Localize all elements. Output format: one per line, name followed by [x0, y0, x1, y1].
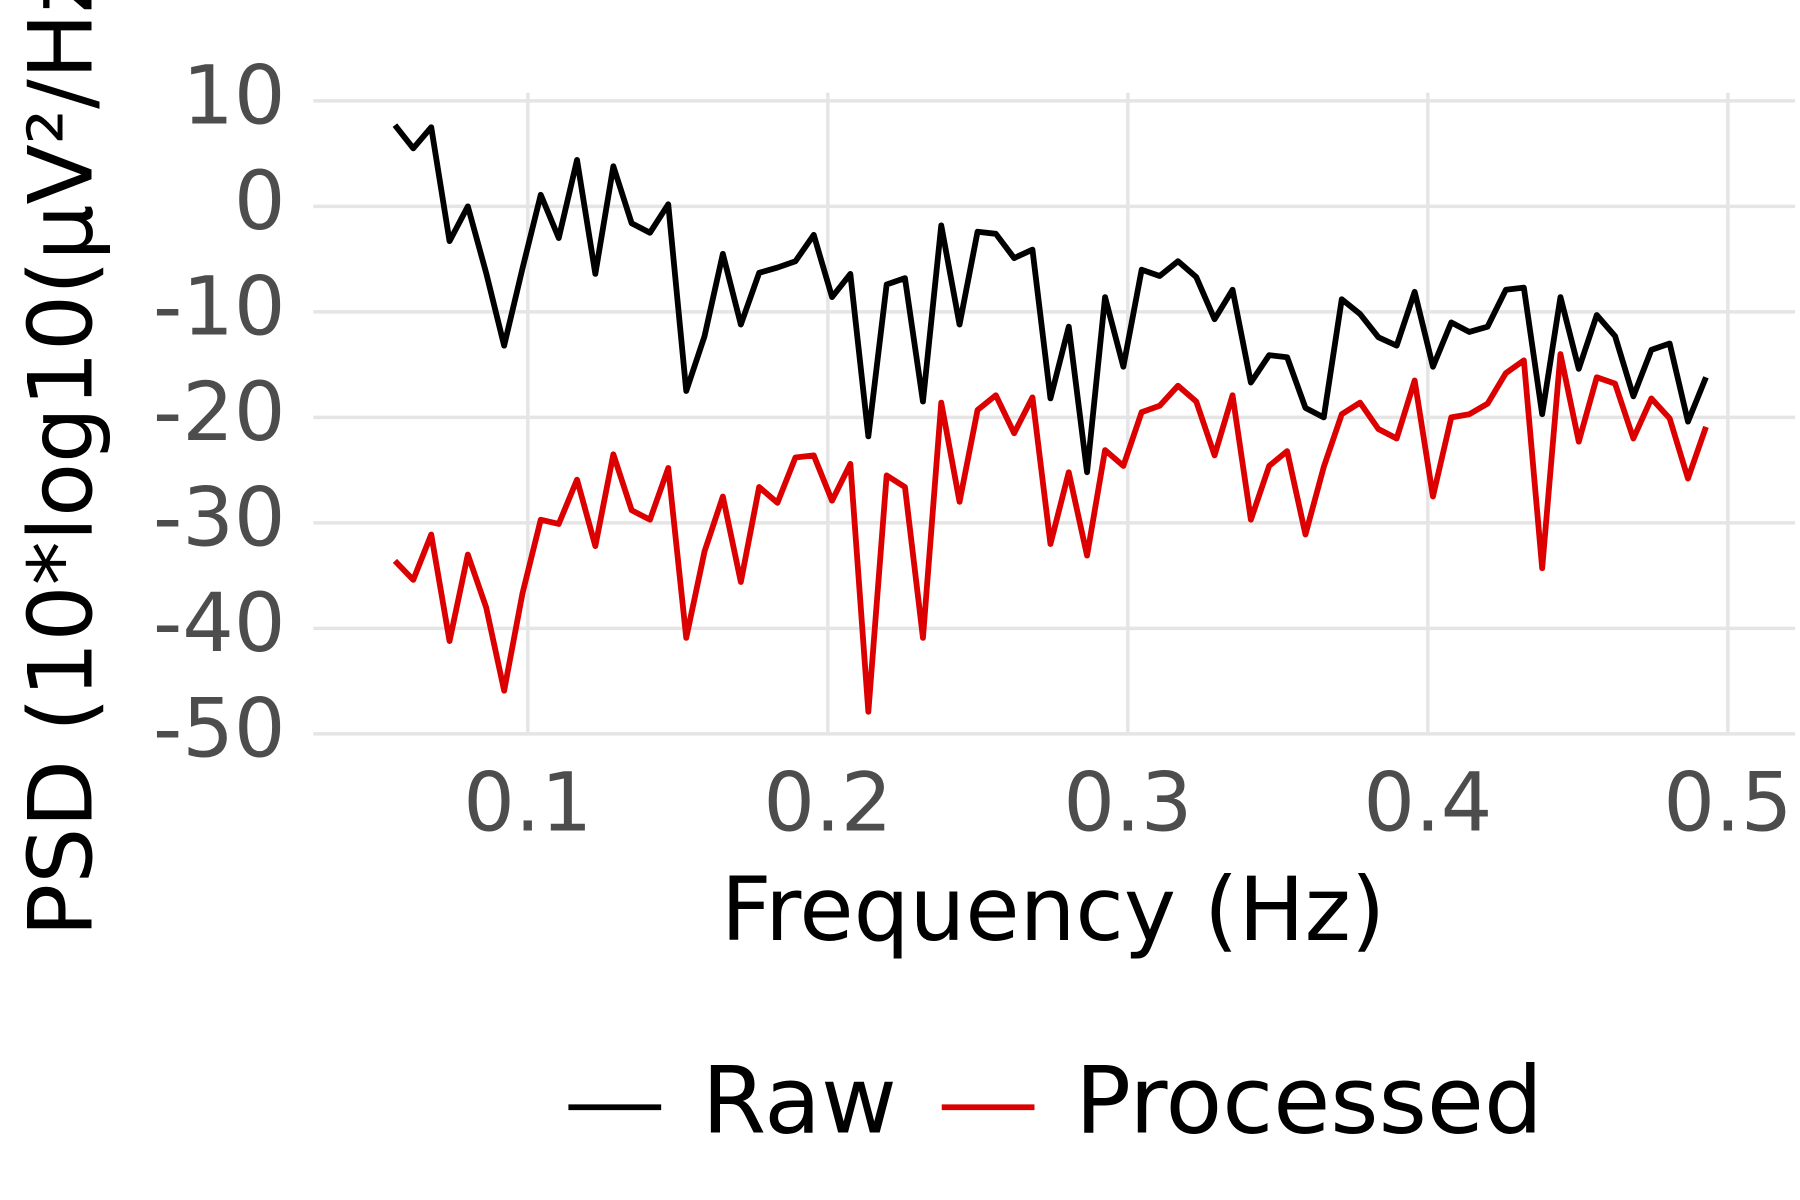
- y-tick-label: -20: [153, 366, 286, 460]
- legend-label: Processed: [1075, 1047, 1543, 1155]
- x-tick-label: 0.5: [1663, 757, 1792, 851]
- data-line: [392, 123, 1709, 476]
- y-tick-label: -50: [153, 682, 286, 776]
- data-line: [392, 351, 1709, 715]
- y-axis-title: PSD (10*log10(µV²/Hz)): [9, 0, 112, 937]
- y-tick-label: 0: [234, 155, 286, 249]
- x-tick-label: 0.2: [763, 757, 892, 851]
- y-tick-label: -30: [153, 471, 286, 565]
- x-tick-label: 0.4: [1363, 757, 1492, 851]
- y-tick-label: -40: [153, 577, 286, 671]
- x-tick-label: 0.1: [463, 757, 592, 851]
- y-tick-label: 10: [182, 49, 285, 143]
- x-axis-title: Frequency (Hz): [721, 858, 1385, 961]
- y-tick-label: -10: [153, 260, 286, 354]
- x-tick-label: 0.3: [1063, 757, 1192, 851]
- legend-label: Raw: [702, 1047, 897, 1155]
